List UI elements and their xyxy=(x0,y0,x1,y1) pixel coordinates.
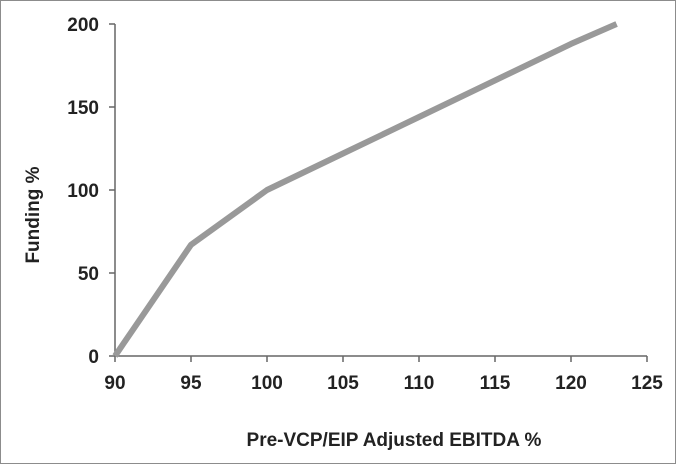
x-tick-label: 120 xyxy=(555,373,587,394)
x-tick-label: 110 xyxy=(404,373,435,394)
y-tick-label: 150 xyxy=(67,98,99,119)
y-tick-label: 100 xyxy=(67,181,99,202)
axes xyxy=(114,24,647,357)
funding-line xyxy=(112,21,618,358)
y-axis-title: Funding % xyxy=(23,166,44,263)
x-tick-label: 90 xyxy=(104,373,125,394)
y-tick-label: 200 xyxy=(67,15,99,36)
x-tick-label: 95 xyxy=(180,373,202,394)
x-axis-ticks: 90 95 100 105 110 115 120 125 xyxy=(104,356,663,394)
x-tick-label: 115 xyxy=(480,373,511,394)
series-group xyxy=(112,21,618,358)
x-tick-label: 105 xyxy=(327,373,359,394)
x-tick-label: 100 xyxy=(251,373,283,394)
y-tick-label: 50 xyxy=(78,264,99,285)
x-tick-label: 125 xyxy=(631,373,663,394)
y-tick-label: 0 xyxy=(88,347,99,368)
y-axis-ticks: 0 50 100 150 200 xyxy=(67,15,115,368)
x-axis-title: Pre-VCP/EIP Adjusted EBITDA % xyxy=(247,430,542,451)
